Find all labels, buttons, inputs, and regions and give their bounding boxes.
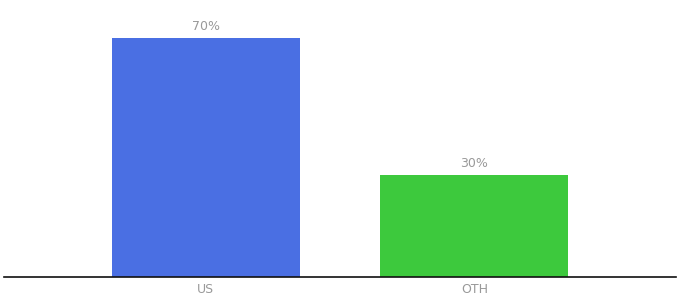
Bar — [380, 175, 568, 277]
Text: 30%: 30% — [460, 157, 488, 170]
Bar — [112, 38, 300, 277]
Text: 70%: 70% — [192, 20, 220, 33]
